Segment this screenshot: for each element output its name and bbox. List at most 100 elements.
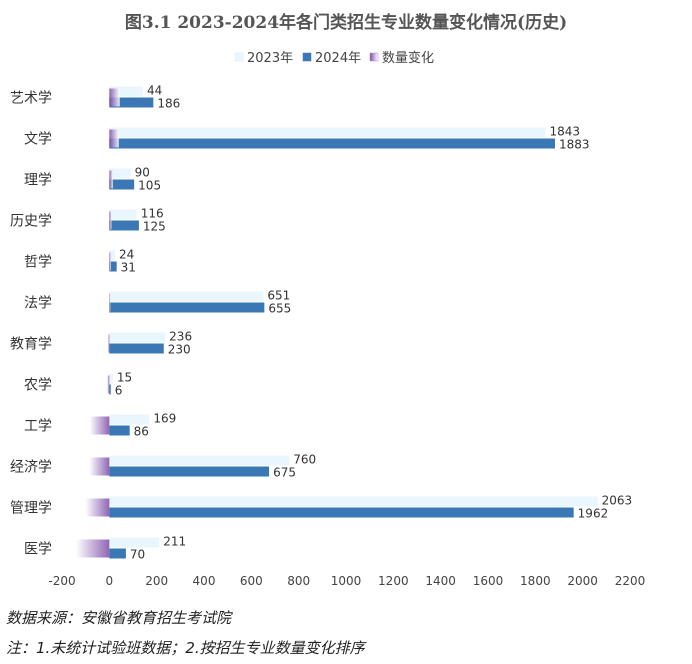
data-label-2024: 1962 xyxy=(578,507,609,521)
bar-2023 xyxy=(109,332,166,343)
x-tick-label: 1200 xyxy=(378,574,409,588)
bar-2024 xyxy=(109,425,130,436)
bar-change xyxy=(107,375,110,394)
bar-2023 xyxy=(109,291,264,302)
data-label-2024: 1883 xyxy=(559,138,590,152)
bar-2024 xyxy=(109,384,111,395)
category-label: 教育学 xyxy=(10,337,52,353)
data-label-2024: 125 xyxy=(143,220,166,234)
category-label: 艺术学 xyxy=(10,91,52,107)
bar-2024 xyxy=(109,507,574,518)
bar-2023 xyxy=(109,209,137,220)
chart-title: 图3.1 2023-2024年各门类招生专业数量变化情况(历史) xyxy=(124,13,568,33)
bar-2023 xyxy=(109,127,546,138)
legend-label: 2024年 xyxy=(315,51,361,66)
bar-2024 xyxy=(109,261,117,272)
category-label: 历史学 xyxy=(10,214,52,230)
bar-2023 xyxy=(109,86,143,97)
bar-2024 xyxy=(109,179,135,190)
bar-2024 xyxy=(109,220,139,231)
x-axis-ticks: -200 0 200 400 600 800 1000 1200 1400 1600 1800 200… xyxy=(48,574,645,588)
x-tick-label: 2200 xyxy=(615,574,646,588)
x-tick-label: 600 xyxy=(240,574,263,588)
data-label-2023: 169 xyxy=(153,412,176,426)
data-label-2024: 6 xyxy=(115,384,123,398)
bar-change xyxy=(109,170,113,189)
x-tick-label: -200 xyxy=(48,574,75,588)
bar-2023 xyxy=(109,537,160,548)
footnote: 注：1.未统计试验班数据；2.按招生专业数量变化排序 xyxy=(6,639,365,657)
data-label-2023: 90 xyxy=(135,166,150,180)
bar-2023 xyxy=(109,496,598,507)
data-label-2024: 70 xyxy=(130,548,145,562)
data-label-2023: 116 xyxy=(141,207,164,221)
data-label-2024: 105 xyxy=(138,179,161,193)
bar-2024 xyxy=(109,138,555,149)
bar-2023 xyxy=(109,373,113,384)
category-label: 理学 xyxy=(24,173,52,189)
category-label: 管理学 xyxy=(10,501,52,517)
data-label-2024: 86 xyxy=(134,425,149,439)
data-label-2023: 1843 xyxy=(550,125,581,139)
data-label-2023: 760 xyxy=(293,453,316,467)
bar-change xyxy=(85,498,110,517)
legend-label: 2023年 xyxy=(247,51,293,66)
legend: 2023年 2024年 数量变化 xyxy=(234,50,434,66)
data-label-2024: 675 xyxy=(273,466,296,480)
x-tick-label: 1600 xyxy=(473,574,504,588)
category-label: 法学 xyxy=(24,296,52,312)
x-tick-label: 800 xyxy=(287,574,310,588)
bar-2023 xyxy=(109,414,150,425)
data-label-2023: 211 xyxy=(163,535,186,549)
category-label: 文学 xyxy=(24,132,52,148)
category-label: 工学 xyxy=(24,419,52,435)
data-label-2023: 651 xyxy=(267,289,290,303)
x-tick-label: 1800 xyxy=(520,574,551,588)
legend-swatch xyxy=(369,52,379,62)
bar-change xyxy=(107,334,110,353)
category-label: 经济学 xyxy=(10,460,52,476)
bar-change xyxy=(109,252,111,271)
bar-2024 xyxy=(109,548,126,559)
bar-change xyxy=(89,416,110,435)
bar-2024 xyxy=(109,343,164,354)
bar-2023 xyxy=(109,250,116,261)
category-label: 哲学 xyxy=(24,255,52,271)
bar-chart: 2023年 2024年 数量变化 艺术学文学理学历史学哲学法学教育学农学工学经济学管… xyxy=(10,50,645,588)
data-label-2023: 24 xyxy=(119,248,134,262)
data-label-2024: 655 xyxy=(268,302,291,316)
bar-2024 xyxy=(109,466,270,477)
data-label-2024: 186 xyxy=(157,97,180,111)
data-label-2023: 236 xyxy=(169,330,192,344)
bar-change xyxy=(109,129,119,148)
bar-change xyxy=(109,293,111,312)
bar-change xyxy=(109,211,112,230)
legend-swatch xyxy=(302,52,312,62)
bars xyxy=(75,86,598,559)
x-tick-label: 1000 xyxy=(331,574,362,588)
bar-2023 xyxy=(109,455,290,466)
bar-change xyxy=(75,539,110,558)
x-tick-label: 1400 xyxy=(425,574,456,588)
bar-2023 xyxy=(109,168,131,179)
data-label-2024: 31 xyxy=(121,261,136,275)
source-note: 数据来源：安徽省教育招生考试院 xyxy=(6,609,232,627)
data-label-2024: 230 xyxy=(168,343,191,357)
category-label: 农学 xyxy=(24,378,52,394)
bar-change xyxy=(89,457,110,476)
data-label-2023: 2063 xyxy=(602,494,633,508)
x-tick-label: 200 xyxy=(145,574,168,588)
x-tick-label: 400 xyxy=(193,574,216,588)
legend-swatch xyxy=(234,52,244,62)
category-label: 医学 xyxy=(24,542,52,558)
data-label-2023: 44 xyxy=(147,84,162,98)
x-tick-label: 0 xyxy=(106,574,114,588)
bar-2024 xyxy=(109,97,154,108)
x-tick-label: 2000 xyxy=(567,574,598,588)
bar-2024 xyxy=(109,302,265,313)
data-label-2023: 15 xyxy=(117,371,132,385)
bar-change xyxy=(109,88,120,107)
